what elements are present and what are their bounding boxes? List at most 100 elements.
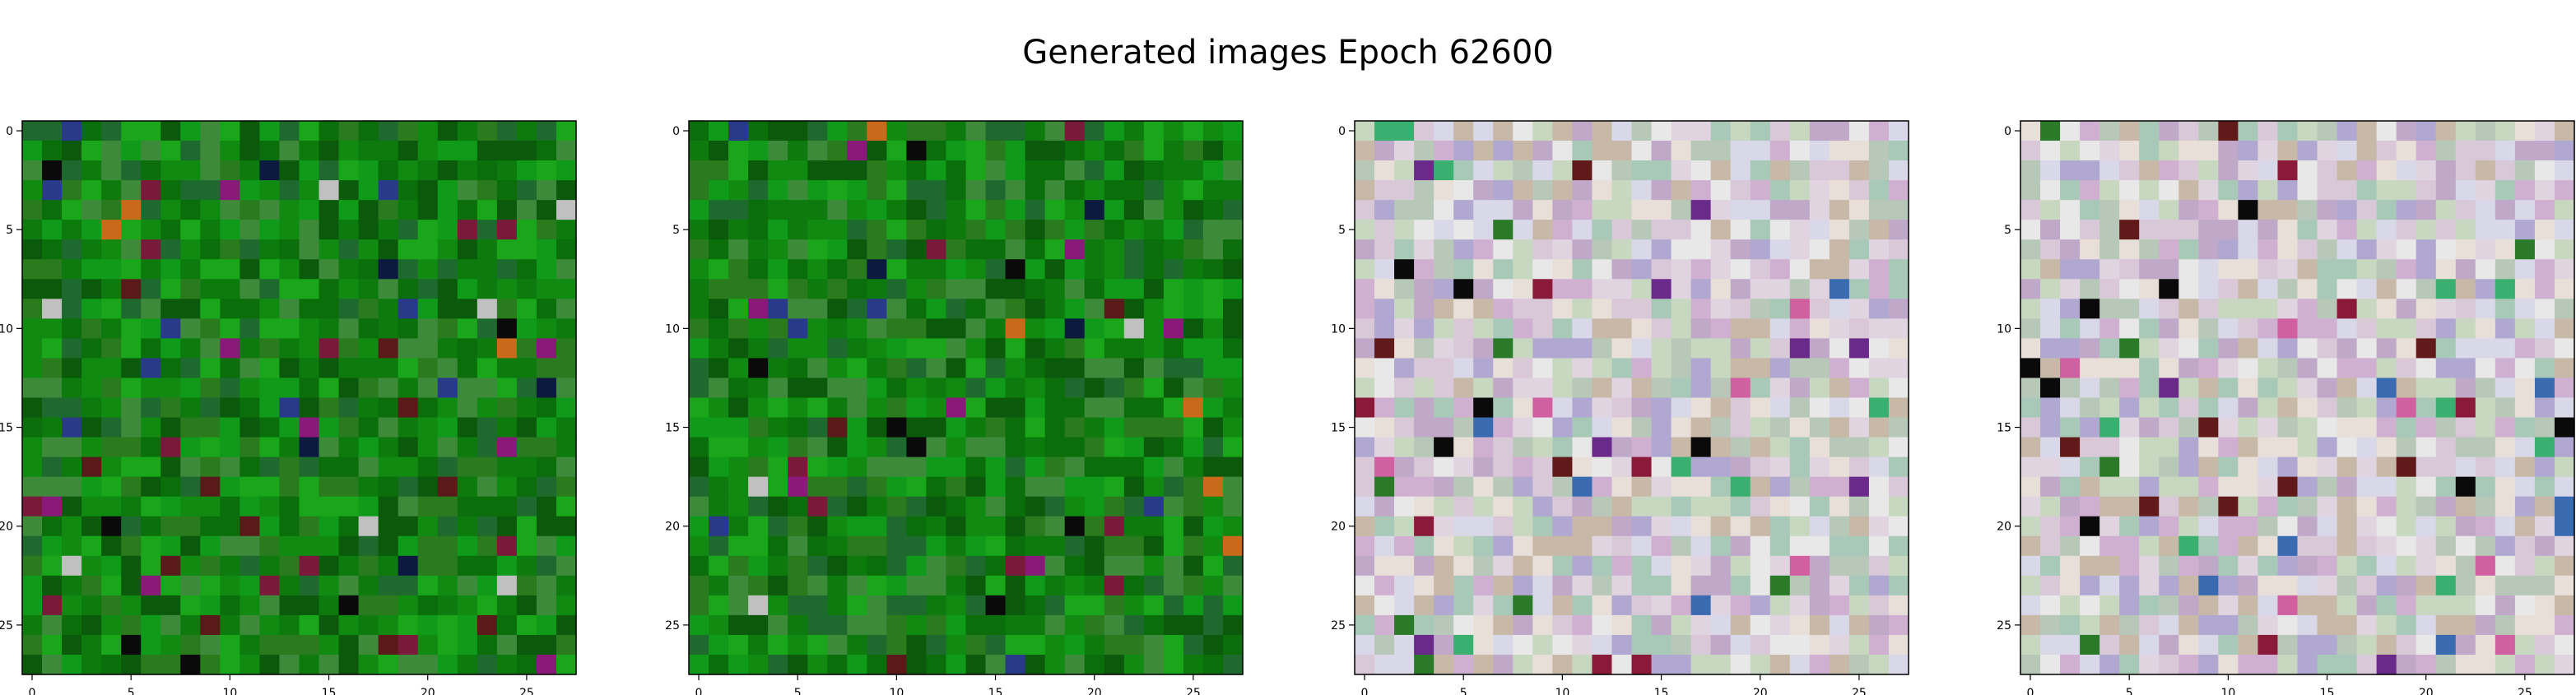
pixel-cell (2554, 654, 2575, 675)
pixel-cell (1005, 634, 1026, 656)
pixel-cell (180, 516, 201, 537)
pixel-cell (398, 338, 419, 359)
pixel-cell (1829, 121, 1850, 141)
pixel-cell (81, 397, 102, 419)
pixel-cell (1848, 358, 1870, 379)
pixel-cell (2396, 338, 2417, 359)
pixel-cell (81, 476, 102, 498)
pixel-cell (1690, 456, 1712, 478)
pixel-cell (2514, 299, 2536, 319)
pixel-cell (2495, 614, 2516, 636)
pixel-cell (1202, 259, 1224, 280)
pixel-cell (2040, 614, 2061, 636)
pixel-cell (1611, 318, 1633, 339)
pixel-cell (906, 634, 928, 656)
pixel-cell (1202, 634, 1224, 656)
pixel-cell (22, 417, 43, 438)
pixel-cell (1414, 654, 1434, 675)
pixel-cell (1552, 575, 1573, 596)
pixel-cell (847, 200, 867, 220)
pixel-cell (965, 555, 987, 577)
pixel-cell (2554, 180, 2575, 201)
pixel-cell (200, 299, 221, 319)
pixel-cell (1592, 516, 1613, 537)
pixel-cell (1453, 496, 1474, 517)
pixel-cell (1394, 437, 1415, 458)
pixel-cell (1592, 496, 1613, 517)
pixel-cell (768, 634, 788, 656)
pixel-cell (1631, 338, 1653, 359)
pixel-cell (1552, 535, 1573, 557)
pixel-cell (748, 456, 769, 478)
pixel-cell (141, 496, 161, 517)
pixel-cell (2356, 614, 2378, 636)
pixel-cell (867, 555, 887, 577)
pixel-cell (299, 575, 320, 596)
pixel-cell (1888, 378, 1909, 399)
pixel-cell (788, 575, 808, 596)
pixel-cell (2396, 200, 2417, 220)
pixel-cell (516, 220, 537, 240)
pixel-cell (2178, 220, 2199, 240)
pixel-cell (1143, 654, 1165, 675)
pixel-cell (279, 200, 300, 220)
pixel-cell (1163, 121, 1184, 141)
pixel-cell (768, 338, 788, 359)
pixel-cell (2376, 160, 2397, 181)
pixel-cell (1183, 279, 1204, 299)
pixel-cell (2554, 279, 2575, 299)
pixel-cell (867, 239, 887, 260)
pixel-cell (689, 200, 709, 220)
pixel-cell (728, 595, 749, 616)
pixel-cell (2080, 516, 2100, 537)
pixel-cell (259, 180, 281, 201)
pixel-cell (906, 239, 928, 260)
pixel-cell (299, 338, 320, 359)
pixel-cell (2159, 121, 2179, 141)
pixel-cell (2337, 358, 2358, 379)
pixel-cell (886, 397, 907, 419)
pixel-cell (2099, 397, 2120, 419)
pixel-cell (1750, 595, 1771, 616)
pixel-cell (2435, 456, 2457, 478)
pixel-cell (22, 239, 43, 260)
pixel-cell (1104, 180, 1125, 201)
pixel-cell (516, 378, 537, 399)
pixel-cell (536, 614, 557, 636)
pixel-cell (788, 614, 808, 636)
pixel-cell (239, 220, 261, 240)
pixel-cell (556, 259, 577, 280)
pixel-cell (1592, 654, 1613, 675)
pixel-cell (906, 437, 928, 458)
pixel-cell (1848, 614, 1870, 636)
pixel-cell (417, 180, 439, 201)
pixel-cell (1163, 516, 1184, 537)
pixel-cell (985, 575, 1007, 596)
pixel-cell (1592, 437, 1613, 458)
pixel-cell (1671, 575, 1692, 596)
pixel-cell (1064, 121, 1086, 141)
pixel-cell (1690, 299, 1712, 319)
pixel-cell (768, 259, 788, 280)
pixel-cell (2198, 259, 2219, 280)
pixel-cell (1084, 397, 1105, 419)
pixel-cell (2475, 239, 2496, 260)
pixel-cell (748, 160, 769, 181)
pixel-cell (417, 595, 439, 616)
pixel-cell (2435, 535, 2457, 557)
pixel-cell (259, 220, 281, 240)
pixel-cell (1143, 141, 1165, 161)
pixel-cell (1552, 338, 1573, 359)
pixel-cell (1044, 378, 1066, 399)
pixel-cell (437, 358, 458, 379)
pixel-cell (1084, 535, 1105, 557)
pixel-cell (338, 634, 360, 656)
pixel-cell (1710, 496, 1732, 517)
pixel-cell (2435, 614, 2457, 636)
pixel-cell (1631, 516, 1653, 537)
pixel-cell (1730, 318, 1751, 339)
pixel-cell (2119, 614, 2140, 636)
pixel-cell (477, 200, 498, 220)
pixel-cell (1848, 575, 1870, 596)
pixel-cell (926, 456, 947, 478)
